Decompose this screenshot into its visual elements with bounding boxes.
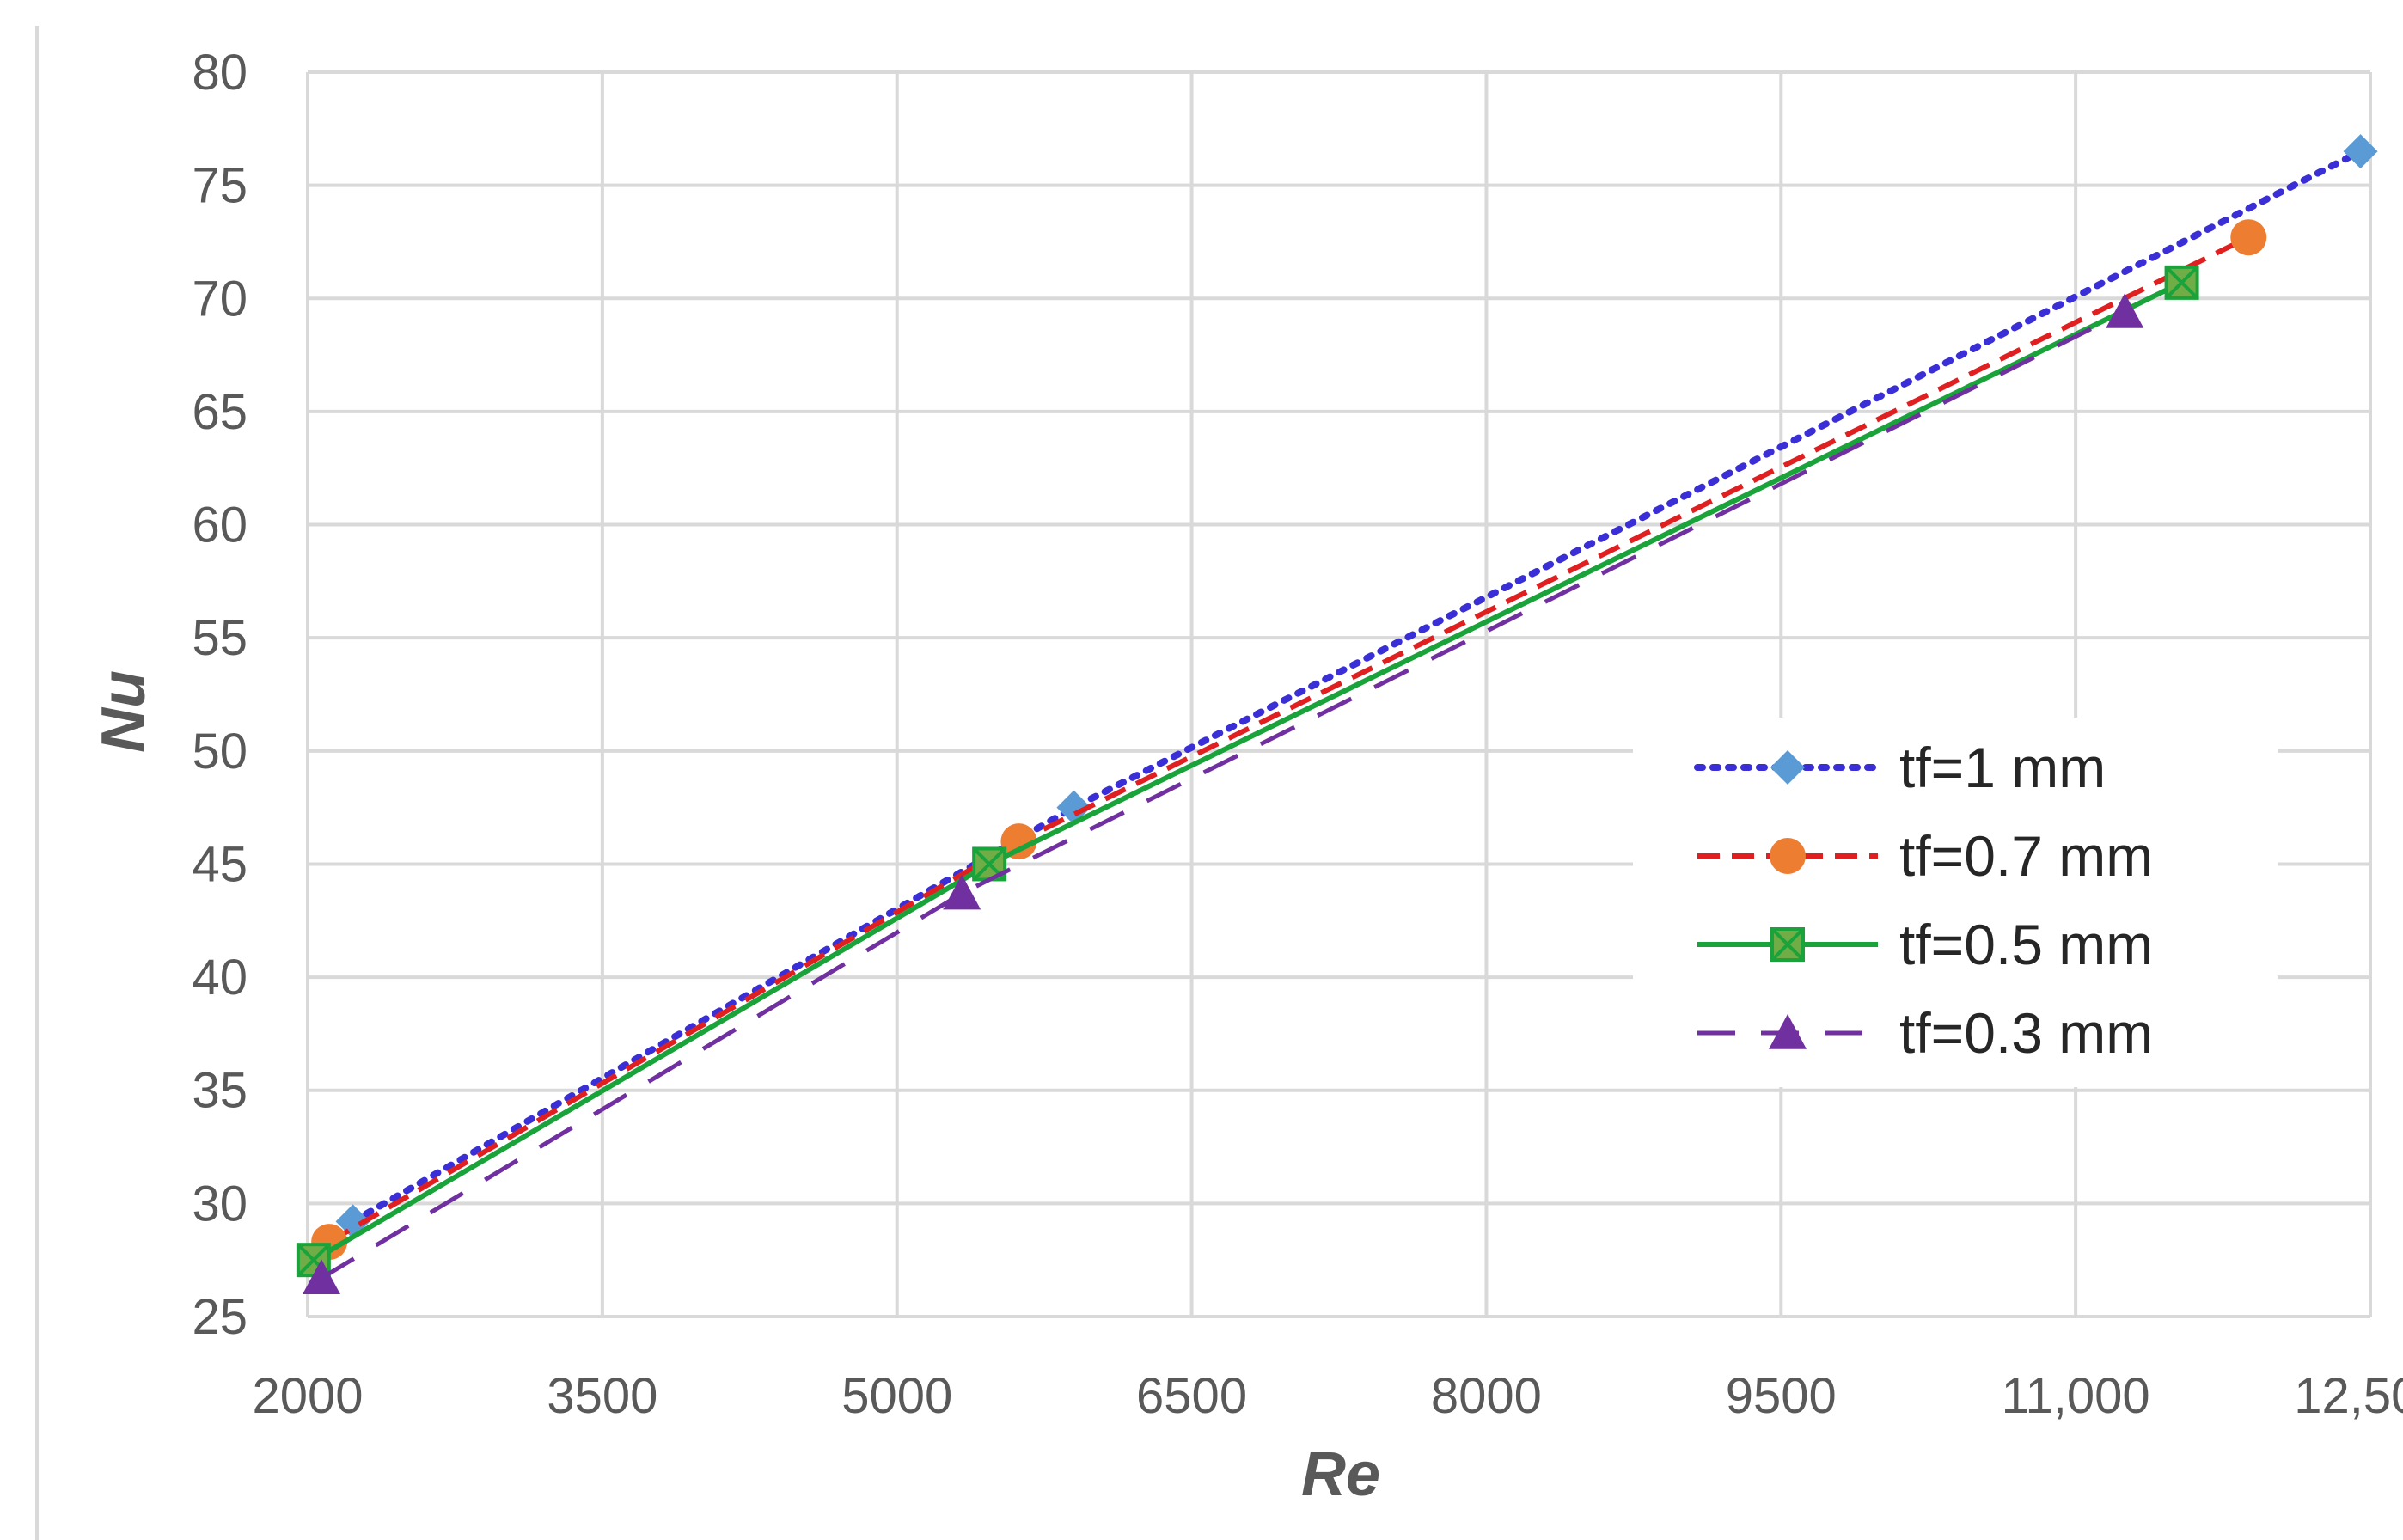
y-tick-label: 75 [192, 158, 248, 214]
y-tick-label: 30 [192, 1176, 248, 1231]
legend-label-2: tf=0.5 mm [1899, 913, 2153, 976]
y-tick-labels: 25 30 35 40 45 50 55 60 65 70 75 80 [192, 45, 248, 1345]
x-tick-label: 2000 [252, 1368, 363, 1424]
y-tick-label: 50 [192, 724, 248, 779]
series-3 [303, 293, 2144, 1294]
y-tick-label: 25 [192, 1289, 248, 1345]
y-tick-label: 70 [192, 271, 248, 327]
x-tick-label: 5000 [841, 1368, 952, 1424]
y-tick-label: 65 [192, 384, 248, 440]
legend-marker-2-cross-b [1770, 927, 1805, 962]
data-point-1-1 [1000, 823, 1037, 860]
legend-marker-0 [1770, 750, 1805, 785]
y-tick-label: 55 [192, 610, 248, 666]
legend-marker-1 [1770, 838, 1806, 874]
x-tick-label: 12,500 [2294, 1368, 2403, 1424]
legend: tf=1 mm tf=0.7 mm tf=0.5 mm tf=0.3 mm [1633, 718, 2278, 1087]
legend-label-3: tf=0.3 mm [1899, 1001, 2153, 1065]
series-line-3 [320, 309, 2126, 1280]
x-axis-title: Re [1301, 1440, 1380, 1509]
legend-marker-3 [1769, 1014, 1807, 1049]
x-tick-label: 11,000 [2002, 1368, 2150, 1424]
x-tick-labels: 2000 3500 5000 6500 8000 9500 11,000 12,500 [252, 1368, 2403, 1424]
data-point-2-1-cross-b [972, 847, 1006, 881]
data-point-2-2 [2164, 265, 2199, 300]
series-1 [311, 219, 2267, 1261]
data-point-2-2-cross-b [2165, 266, 2198, 300]
data-point-3-2 [2106, 293, 2144, 328]
x-tick-label: 8000 [1431, 1368, 1542, 1424]
y-tick-label: 80 [192, 45, 248, 101]
y-tick-label: 60 [192, 498, 248, 553]
x-tick-label: 6500 [1136, 1368, 1247, 1424]
legend-marker-2 [1770, 927, 1805, 962]
data-point-3-0 [303, 1259, 340, 1294]
y-tick-label: 45 [192, 836, 248, 892]
series-group [296, 134, 2378, 1294]
legend-label-0: tf=1 mm [1899, 736, 2106, 799]
y-tick-label: 35 [192, 1063, 248, 1119]
series-line-0 [349, 148, 2364, 1225]
x-tick-label: 3500 [547, 1368, 657, 1424]
y-tick-label: 40 [192, 950, 248, 1005]
legend-label-1: tf=0.7 mm [1899, 824, 2153, 888]
data-point-2-0-cross-b [297, 1243, 331, 1277]
legend-background [1633, 718, 2278, 1087]
data-point-3-1 [943, 874, 981, 910]
y-axis-title: Nu [89, 670, 158, 753]
x-tick-label: 9500 [1726, 1368, 1837, 1424]
series-2 [296, 265, 2199, 1278]
data-point-0-2 [2343, 134, 2378, 169]
data-point-1-2 [2230, 219, 2267, 256]
